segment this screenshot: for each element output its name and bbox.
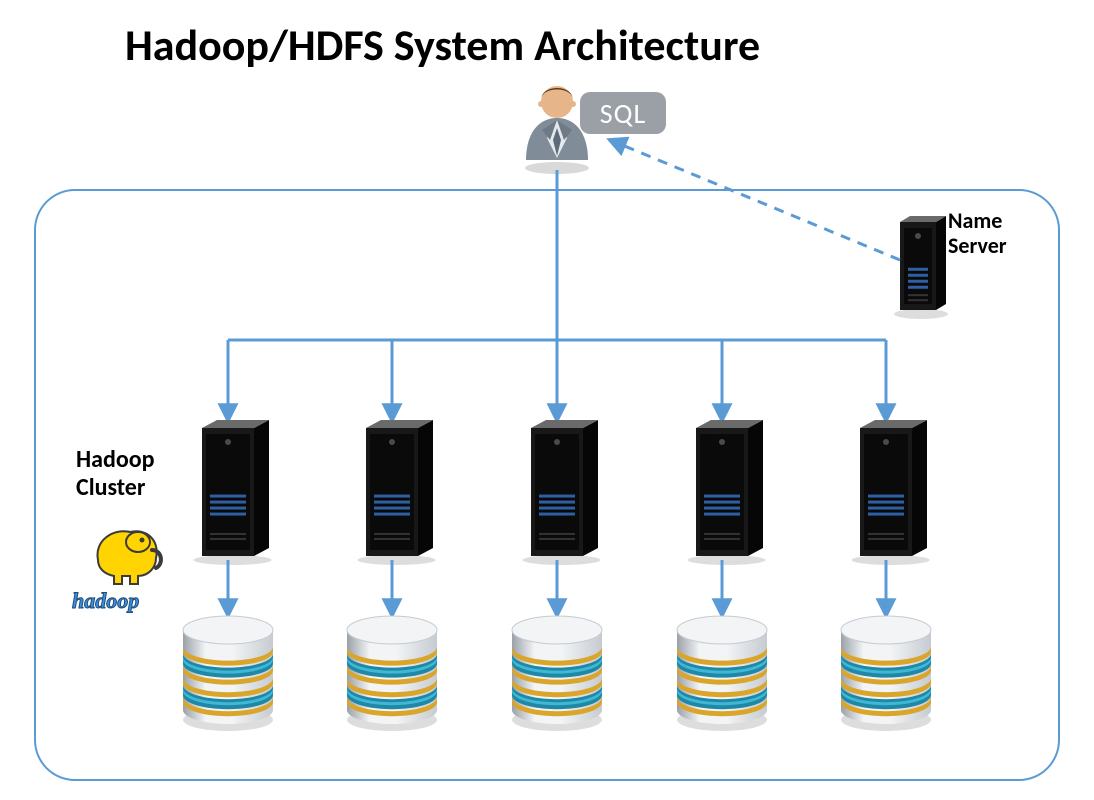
diagram-svg	[0, 0, 1094, 800]
database-3	[512, 616, 602, 731]
user-icon	[525, 86, 589, 174]
cluster-tower-5	[852, 420, 930, 565]
cluster-tower-1	[194, 420, 272, 565]
cluster-tower-2	[358, 420, 436, 565]
database-5	[841, 616, 931, 731]
cluster-tower-4	[688, 420, 766, 565]
dashed-arrow-nameserver-to-user	[610, 140, 900, 260]
diagram-stage: Hadoop/HDFS System Architecture SQL Name…	[0, 0, 1094, 800]
database-4	[677, 616, 767, 731]
cluster-tower-3	[523, 420, 601, 565]
name-server-tower	[894, 216, 948, 319]
database-1	[183, 616, 273, 731]
database-2	[347, 616, 437, 731]
hadoop-elephant-icon	[97, 531, 160, 584]
